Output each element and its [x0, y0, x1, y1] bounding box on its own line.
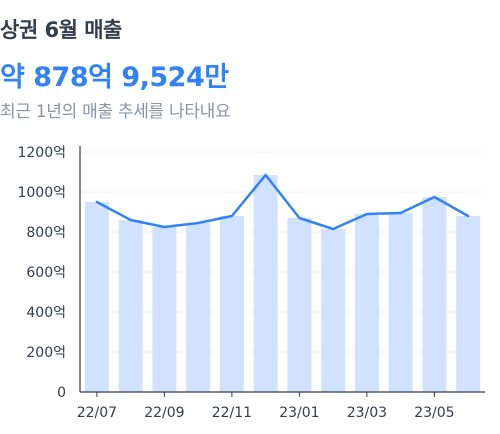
bar: [253, 175, 278, 392]
bar: [354, 214, 379, 392]
x-tick-label: 23/05: [414, 405, 454, 421]
y-tick-label: 200억: [26, 345, 66, 361]
y-tick-label: 800억: [26, 225, 66, 241]
y-tick-label: 1000억: [17, 185, 66, 201]
trend-line: [95, 173, 470, 231]
y-tick-label: 1200억: [17, 145, 66, 161]
bar: [422, 197, 447, 392]
y-tick-label: 0: [57, 385, 66, 401]
y-tick-label: 400억: [26, 305, 66, 321]
y-tick-labels: 0 200억 400억 600억 800억 1000억 1200억: [17, 145, 66, 401]
x-tick-label: 22/09: [144, 405, 184, 421]
bar: [388, 213, 413, 392]
bar: [219, 216, 244, 392]
y-tick-label: 600억: [26, 265, 66, 281]
grid-lines: [80, 151, 485, 353]
x-tick-label: 23/01: [279, 405, 319, 421]
x-tick-label: 23/03: [347, 405, 387, 421]
bar: [456, 216, 481, 392]
x-tick-label: 22/11: [212, 405, 252, 421]
x-tick-label: 22/07: [77, 405, 117, 421]
bar: [118, 220, 143, 392]
bar: [84, 202, 109, 392]
bar: [152, 227, 177, 392]
x-tick-labels: 22/07 22/09 22/11 23/01 23/03 23/05: [77, 392, 455, 421]
bar: [186, 223, 211, 392]
axes: [79, 146, 485, 393]
sales-amount: 약 878억 9,524만: [0, 62, 229, 93]
page-title: 상권 6월 매출: [0, 18, 122, 42]
bar: [287, 218, 312, 392]
bar-series: [84, 175, 481, 392]
page-subtitle: 최근 1년의 매출 추세를 나타내요: [0, 102, 231, 122]
line-series: [95, 173, 470, 231]
bar: [321, 229, 346, 392]
